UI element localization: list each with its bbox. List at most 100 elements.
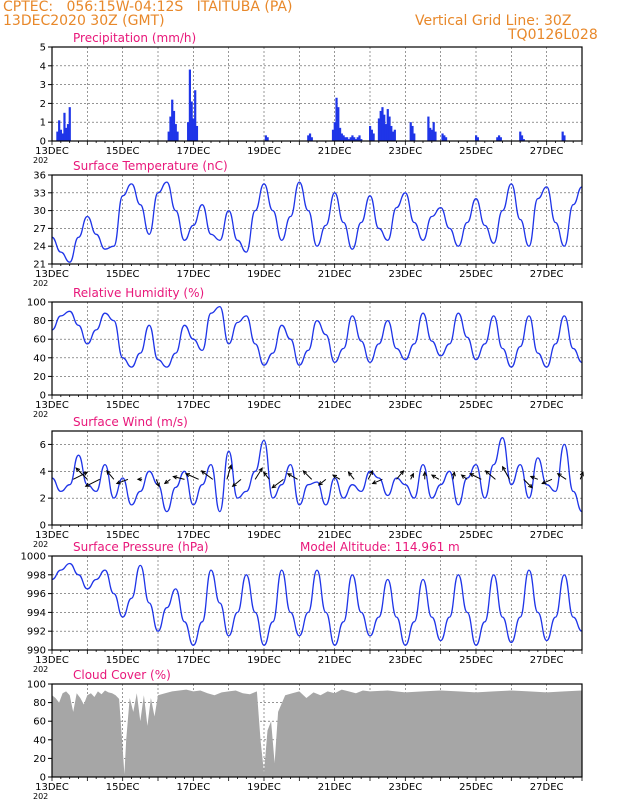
x-year-stub: 202 [33, 540, 48, 549]
wind-vector [484, 470, 496, 480]
wind-vector-shaft [469, 473, 482, 480]
wind-vector [502, 465, 511, 480]
y-tick-label: 36 [33, 171, 46, 182]
panel-rh: 0 20 40 60 80 100 13DEC 15DEC 17DEC 19DEC 21DEC 23D… [27, 286, 583, 419]
wind-vector [367, 469, 373, 480]
y-tick-label: 0 [40, 773, 46, 784]
x-tick-label: 21DEC [318, 655, 352, 666]
wind-vector [84, 478, 100, 487]
y-tick-label: 6 [40, 440, 46, 451]
wind-vector [271, 478, 284, 489]
precip-bar [377, 118, 381, 141]
precip-bar [266, 137, 269, 141]
precip-bar [372, 133, 375, 141]
wind-vector-shaft [530, 476, 539, 480]
x-tick-label: 19DEC [247, 655, 281, 666]
wind-vector-head [106, 470, 111, 475]
precip-bar [379, 110, 382, 141]
x-tick-label: 19DEC [247, 530, 281, 541]
y-tick-label: 100 [27, 298, 46, 309]
y-tick-label: 60 [33, 335, 46, 346]
wind-vector-shaft [367, 470, 373, 480]
precip-bar [342, 135, 345, 141]
wind-vector-head [528, 483, 533, 489]
x-year-stub: 202 [33, 410, 48, 419]
wind-vector-shaft [155, 479, 160, 487]
wind-vector-shaft [372, 478, 383, 485]
x-tick-label: 13DEC [35, 269, 69, 280]
y-tick-label: 80 [33, 698, 46, 709]
wind-vector-shaft [431, 474, 440, 480]
wind-vector-head [155, 482, 160, 488]
panel-frame [51, 46, 583, 142]
y-tick-label: 30 [33, 206, 46, 217]
x-tick-label: 23DEC [388, 146, 422, 157]
wind-vector [163, 478, 171, 485]
wind-vector-shaft [173, 476, 185, 480]
wind-vector [302, 470, 313, 480]
rh-series-line [51, 305, 583, 368]
wind-vector-head [409, 472, 414, 478]
wind-vector-head [460, 474, 466, 479]
precip-bar [432, 122, 435, 141]
x-tick-label: 25DEC [459, 655, 493, 666]
x-tick-label: 15DEC [106, 146, 140, 157]
panel-frame [51, 174, 583, 265]
wind-vector [115, 478, 129, 485]
wind-vector-head [332, 474, 338, 479]
wind-vector-head [484, 470, 490, 475]
x-tick-label: 19DEC [247, 146, 281, 157]
precip-bar [264, 135, 267, 141]
panel-wind: 0 2 4 6 13DEC 15DEC 17DEC 19DEC 21DEC 23DEC 25DEC 2… [33, 415, 584, 549]
wind-vector-head [84, 482, 90, 487]
wind-vector [409, 472, 414, 480]
precip-bar [63, 112, 66, 141]
x-tick-label: 23DEC [388, 782, 422, 793]
panel-frame [51, 430, 583, 526]
y-tick-label: 2 [40, 99, 46, 110]
wind-vector [317, 478, 327, 486]
precip-bar [519, 131, 522, 141]
wind-vector-shaft [302, 470, 313, 480]
wind-vector [136, 477, 143, 482]
y-tick-label: 21 [33, 260, 46, 271]
panel-precip: 0 1 2 3 4 5 13DEC 15DEC 17DEC 19DEC 21DEC 23DEC 25DE… [33, 31, 583, 165]
wind-vector [226, 464, 233, 480]
y-tick-label: 996 [27, 589, 46, 600]
x-tick-label: 21DEC [318, 782, 352, 793]
precip-bar [61, 133, 64, 141]
precip-bar [167, 131, 170, 141]
wind-vector [155, 479, 160, 488]
precip-bar [427, 116, 430, 141]
cloud-cover-area [52, 689, 582, 777]
x-tick-label: 27DEC [530, 146, 564, 157]
wind-vector-head [271, 483, 277, 489]
wind-vector-head [469, 473, 475, 478]
y-tick-label: 994 [27, 608, 46, 619]
precip-bar [338, 127, 342, 141]
wind-vector-shaft [485, 470, 496, 480]
station-header: CPTEC: 056:15W-04:12S ITAITUBA (PA) [3, 0, 293, 15]
precip-bar [59, 129, 63, 141]
wind-vector-shaft [75, 467, 88, 480]
y-tick-label: 3 [40, 80, 46, 91]
panel-temp: 21 24 27 30 33 36 13DEC 15DEC 17DEC 19DEC 21DEC 23D… [33, 159, 583, 288]
y-tick-label: 0 [40, 391, 46, 402]
wind-vector-head [83, 471, 89, 476]
y-tick-label: 27 [33, 224, 46, 235]
precip-bar [388, 116, 391, 141]
y-tick-label: 40 [33, 353, 46, 364]
wind-vector-shaft [348, 472, 355, 480]
wind-vector [200, 470, 214, 480]
y-tick-label: 2 [40, 494, 46, 505]
precip-bar [195, 125, 199, 141]
wind-vector-head [399, 469, 405, 475]
precip-bar [340, 133, 343, 141]
wind-vector-head [422, 471, 427, 477]
x-tick-label: 25DEC [459, 782, 493, 793]
wind-vector-head [541, 480, 547, 485]
precip-bar [351, 135, 354, 141]
x-year-stub: 202 [33, 792, 48, 800]
y-tick-label: 0 [40, 137, 46, 148]
y-tick-label: 1 [40, 118, 46, 129]
